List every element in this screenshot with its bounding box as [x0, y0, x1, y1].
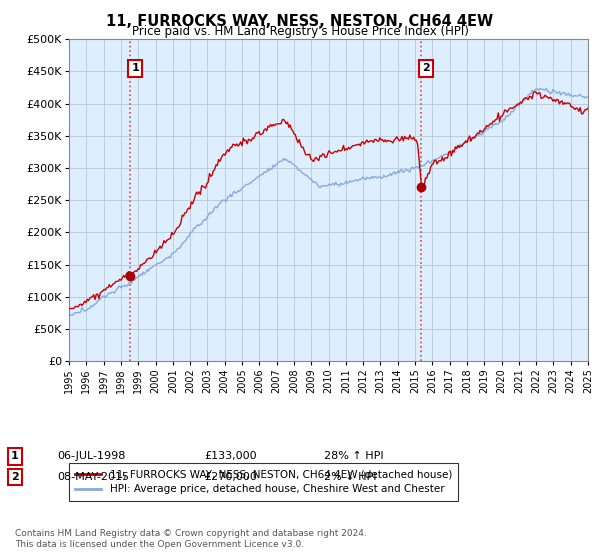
Text: 08-MAY-2015: 08-MAY-2015: [57, 472, 129, 482]
Text: Contains HM Land Registry data © Crown copyright and database right 2024.
This d: Contains HM Land Registry data © Crown c…: [15, 529, 367, 549]
Text: 2: 2: [11, 472, 19, 482]
Text: 2: 2: [422, 63, 430, 73]
Text: 1: 1: [11, 451, 19, 461]
Text: 2% ↓ HPI: 2% ↓ HPI: [324, 472, 377, 482]
Text: 1: 1: [131, 63, 139, 73]
Text: £133,000: £133,000: [204, 451, 257, 461]
Text: £270,000: £270,000: [204, 472, 257, 482]
Text: 06-JUL-1998: 06-JUL-1998: [57, 451, 125, 461]
Legend: 11, FURROCKS WAY, NESS, NESTON, CH64 4EW (detached house), HPI: Average price, d: 11, FURROCKS WAY, NESS, NESTON, CH64 4EW…: [69, 463, 458, 501]
Text: 28% ↑ HPI: 28% ↑ HPI: [324, 451, 383, 461]
Text: 11, FURROCKS WAY, NESS, NESTON, CH64 4EW: 11, FURROCKS WAY, NESS, NESTON, CH64 4EW: [106, 14, 494, 29]
Text: Price paid vs. HM Land Registry's House Price Index (HPI): Price paid vs. HM Land Registry's House …: [131, 25, 469, 38]
